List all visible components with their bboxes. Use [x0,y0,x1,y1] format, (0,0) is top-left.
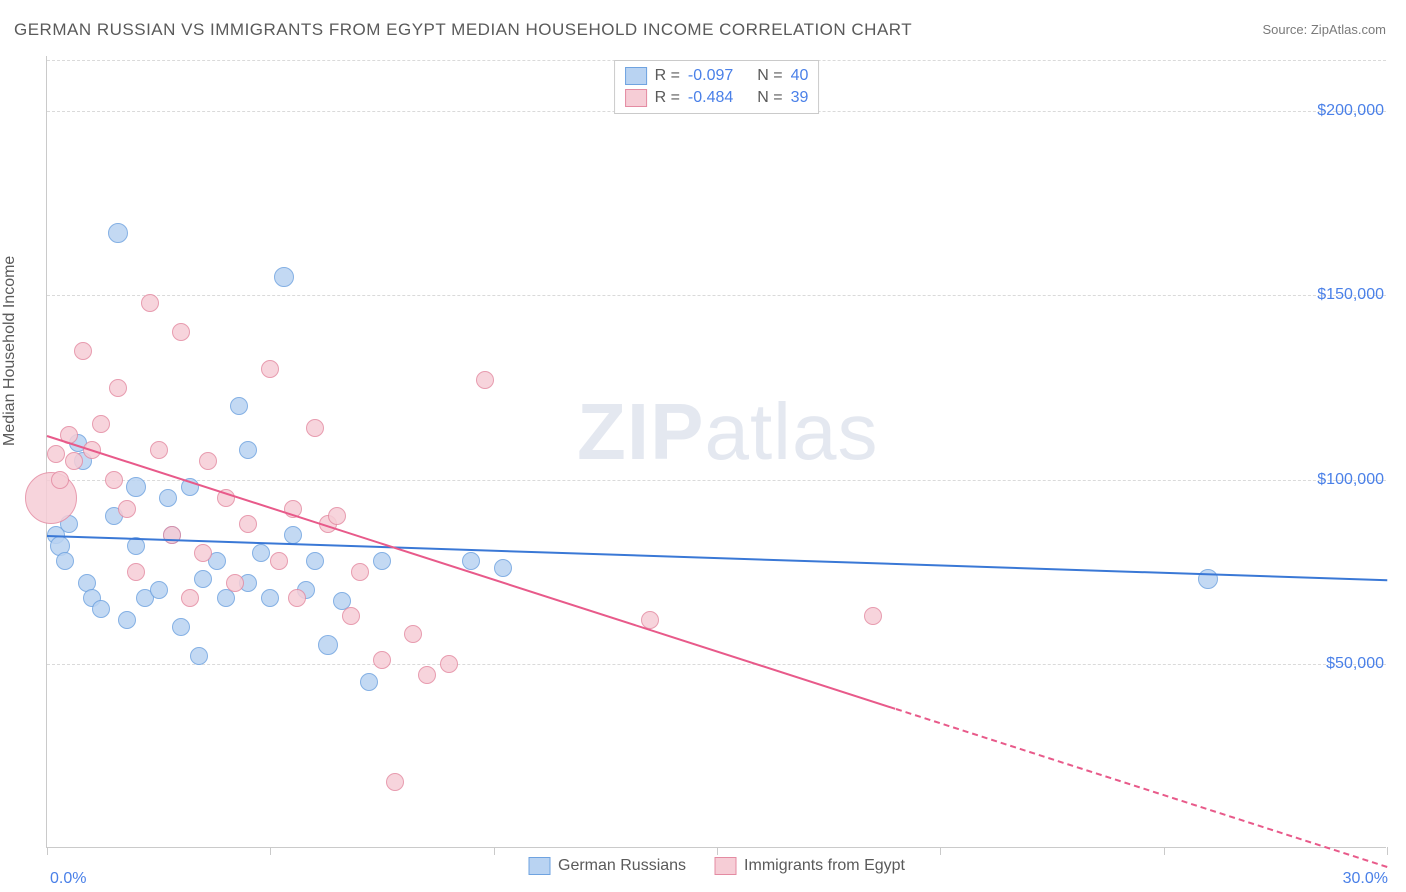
legend-swatch-1 [625,67,647,85]
scatter-point [65,452,83,470]
scatter-point [126,477,146,497]
scatter-point [56,552,74,570]
n-value-2: 39 [791,89,809,107]
legend-row-series-1: R = -0.097 N = 40 [625,65,809,87]
scatter-point [864,607,882,625]
scatter-point [404,625,422,643]
scatter-point [476,371,494,389]
x-tick [717,847,718,855]
x-tick [47,847,48,855]
scatter-point [118,611,136,629]
chart-title: GERMAN RUSSIAN VS IMMIGRANTS FROM EGYPT … [14,20,912,40]
y-axis-label: Median Household Income [1,256,19,446]
scatter-point [261,589,279,607]
r-value-1: -0.097 [688,67,733,85]
trend-line [47,435,896,710]
trend-line [895,708,1387,868]
r-value-2: -0.484 [688,89,733,107]
legend-swatch-1b [528,857,550,875]
scatter-point [141,294,159,312]
scatter-point [181,589,199,607]
gridline-h [47,664,1386,665]
scatter-point [306,419,324,437]
x-tick [940,847,941,855]
scatter-point [172,618,190,636]
scatter-point [270,552,288,570]
scatter-point [108,223,128,243]
scatter-point [328,507,346,525]
scatter-point [239,441,257,459]
y-tick-label: $50,000 [1326,655,1384,673]
scatter-point [494,559,512,577]
n-value-1: 40 [791,67,809,85]
scatter-point [306,552,324,570]
y-tick-label: $100,000 [1317,471,1384,489]
scatter-point [418,666,436,684]
gridline-h [47,295,1386,296]
scatter-point [159,489,177,507]
r-label: R = [655,89,680,107]
scatter-point [172,323,190,341]
scatter-point [127,563,145,581]
legend-label-1: German Russians [558,857,686,875]
scatter-point [230,397,248,415]
series-legend: German Russians Immigrants from Egypt [528,857,905,875]
legend-item-2: Immigrants from Egypt [714,857,905,875]
x-tick [1387,847,1388,855]
scatter-point [74,342,92,360]
legend-swatch-2 [625,89,647,107]
n-label: N = [757,89,782,107]
scatter-point [373,651,391,669]
scatter-point [194,570,212,588]
scatter-point [318,635,338,655]
x-tick [270,847,271,855]
scatter-point [190,647,208,665]
scatter-point [105,471,123,489]
y-tick-label: $200,000 [1317,102,1384,120]
scatter-point [373,552,391,570]
x-tick-min: 0.0% [50,870,86,888]
scatter-point [440,655,458,673]
scatter-point [226,574,244,592]
x-tick [1164,847,1165,855]
scatter-point [118,500,136,518]
scatter-point [274,267,294,287]
watermark-text: ZIPatlas [577,386,878,478]
scatter-point [462,552,480,570]
scatter-point [199,452,217,470]
scatter-point [1198,569,1218,589]
scatter-point [150,581,168,599]
scatter-point [109,379,127,397]
n-label: N = [757,67,782,85]
source-text: Source: ZipAtlas.com [1262,22,1386,37]
y-tick-label: $150,000 [1317,286,1384,304]
legend-label-2: Immigrants from Egypt [744,857,905,875]
scatter-point [360,673,378,691]
correlation-legend: R = -0.097 N = 40 R = -0.484 N = 39 [614,60,820,114]
scatter-point [47,445,65,463]
scatter-point [342,607,360,625]
x-tick [494,847,495,855]
scatter-point [261,360,279,378]
gridline-h [47,480,1386,481]
scatter-point [239,515,257,533]
legend-item-1: German Russians [528,857,686,875]
scatter-point [194,544,212,562]
scatter-point [92,600,110,618]
legend-row-series-2: R = -0.484 N = 39 [625,87,809,109]
chart-area: ZIPatlas R = -0.097 N = 40 R = -0.484 N … [46,56,1386,848]
legend-swatch-2b [714,857,736,875]
scatter-point [351,563,369,581]
scatter-point [150,441,168,459]
scatter-point [51,471,69,489]
scatter-point [288,589,306,607]
scatter-point [92,415,110,433]
r-label: R = [655,67,680,85]
scatter-point [252,544,270,562]
scatter-point [386,773,404,791]
scatter-point [284,526,302,544]
x-tick-max: 30.0% [1343,870,1388,888]
